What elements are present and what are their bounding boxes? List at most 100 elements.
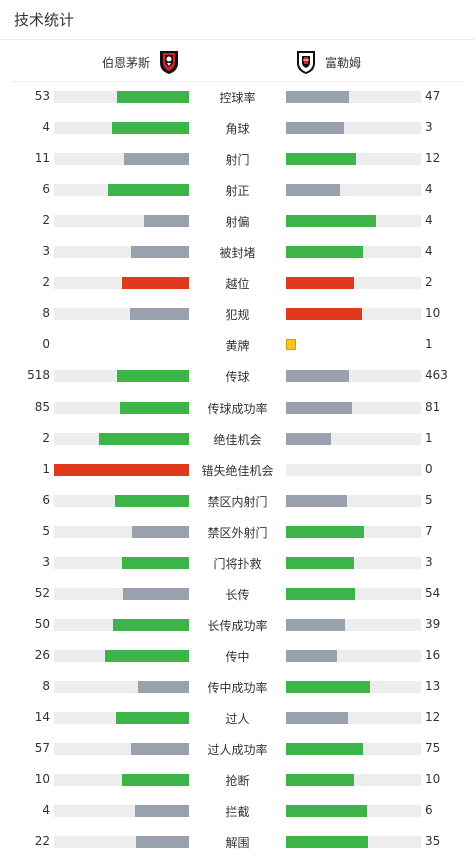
stat-row: 6 射正 4: [0, 174, 475, 205]
home-stat-bar-track: [54, 649, 189, 662]
away-stat-bar: [286, 432, 331, 445]
stat-label: 绝佳机会: [213, 432, 262, 447]
away-stat-value: 39: [425, 616, 441, 631]
home-team[interactable]: 伯恩茅斯: [102, 49, 180, 75]
home-stat-bar: [130, 246, 189, 259]
home-stat-value: 11: [34, 151, 50, 166]
stat-row: 4 拦截 6: [0, 795, 475, 826]
stat-label: 拦截: [225, 805, 250, 820]
away-stat-bar: [286, 401, 353, 414]
stat-row: 85 传球成功率 81: [0, 392, 475, 423]
away-stat-value: 13: [425, 678, 441, 693]
home-stat-bar: [114, 494, 189, 507]
away-team-name: 富勒姆: [325, 55, 362, 70]
yellow-card-icon: [286, 339, 296, 351]
away-stat-bar-track: [286, 743, 421, 756]
home-stat-bar-track: [54, 836, 189, 849]
home-stat-bar-track: [54, 370, 189, 383]
home-stat-bar: [121, 277, 189, 290]
away-stat-value: 5: [425, 492, 433, 507]
home-stat-value: 57: [34, 741, 50, 756]
away-stat-bar-track: [286, 712, 421, 724]
stat-row: 0 黄牌 1: [0, 329, 475, 360]
stat-row: 53 控球率 47: [0, 81, 475, 112]
away-stat-bar-track: [286, 587, 421, 600]
home-stat-value: 85: [34, 399, 50, 414]
stat-label: 黄牌: [225, 339, 250, 354]
home-stat-bar-track: [54, 743, 189, 756]
away-stat-bar: [286, 370, 350, 383]
away-stat-bar: [286, 246, 363, 259]
away-stat-bar: [286, 525, 365, 538]
home-stat-bar-track: [54, 246, 189, 259]
away-stat-bar: [286, 836, 369, 849]
stat-label: 传球: [225, 370, 250, 385]
home-stat-value: 518: [27, 368, 50, 383]
away-stat-bar-track: [286, 494, 421, 507]
away-stat-bar-track: [286, 153, 421, 166]
home-stat-bar-track: [54, 712, 189, 724]
away-stat-bar: [286, 587, 355, 600]
stat-row: 8 传中成功率 13: [0, 671, 475, 702]
stat-row: 2 越位 2: [0, 267, 475, 298]
home-stat-bar: [129, 308, 189, 321]
home-stat-bar-track: [54, 680, 189, 693]
stat-row: 8 犯规 10: [0, 298, 475, 329]
stat-row: 1 错失绝佳机会 0: [0, 454, 475, 485]
home-stat-bar-track: [54, 432, 189, 445]
home-stat-value: 53: [34, 89, 50, 103]
away-stat-bar-track: [286, 370, 421, 383]
home-stat-bar: [112, 122, 189, 135]
away-stat-bar-track: [286, 432, 421, 445]
stat-row: 11 射门 12: [0, 143, 475, 174]
stat-row: 6 禁区内射门 5: [0, 485, 475, 516]
away-stat-bar-track: [286, 339, 421, 351]
stat-row: 518 传球 463: [0, 360, 475, 391]
away-stat-bar: [286, 494, 347, 507]
home-stat-bar: [120, 401, 189, 414]
home-stat-bar: [122, 587, 189, 600]
home-stat-bar-track: [54, 122, 189, 135]
away-stat-bar-track: [286, 401, 421, 414]
stat-label: 犯规: [225, 308, 250, 323]
stat-label: 解围: [225, 836, 250, 851]
away-stat-bar-track: [286, 215, 421, 228]
home-stat-value: 14: [34, 710, 50, 724]
stat-row: 52 长传 54: [0, 578, 475, 609]
away-stat-bar: [286, 308, 362, 321]
home-stat-bar: [144, 215, 189, 228]
away-team[interactable]: 富勒姆: [295, 49, 361, 75]
home-stat-bar: [116, 712, 189, 724]
home-stat-bar-track: [54, 525, 189, 538]
away-stat-bar: [286, 556, 354, 569]
away-stat-value: 47: [425, 89, 441, 103]
home-stat-bar: [132, 525, 189, 538]
stat-label: 禁区外射门: [207, 525, 268, 540]
stat-row: 14 过人 12: [0, 702, 475, 733]
home-stat-value: 26: [34, 647, 50, 662]
away-stat-value: 54: [425, 585, 441, 600]
away-stat-bar: [286, 712, 349, 724]
home-team-name: 伯恩茅斯: [101, 55, 150, 70]
home-stat-bar-track: [54, 587, 189, 600]
home-stat-value: 3: [42, 554, 50, 569]
home-stat-bar: [54, 463, 189, 476]
stat-label: 抢断: [225, 774, 250, 789]
away-stat-bar: [286, 680, 370, 693]
stat-label: 长传成功率: [207, 618, 268, 633]
away-stat-bar-track: [286, 184, 421, 197]
stat-label: 射门: [225, 153, 250, 168]
away-stat-bar-track: [286, 774, 421, 787]
away-stat-value: 4: [425, 213, 433, 228]
stat-row: 57 过人成功率 75: [0, 733, 475, 764]
home-stat-bar: [135, 805, 189, 818]
away-stat-bar-track: [286, 308, 421, 321]
stat-label: 角球: [225, 122, 250, 137]
stat-row: 22 解围 35: [0, 826, 475, 857]
stat-label: 禁区内射门: [207, 494, 268, 509]
teams-header: 伯恩茅斯 富勒姆: [10, 41, 465, 82]
away-stat-value: 12: [425, 151, 441, 166]
home-stat-value: 52: [34, 585, 50, 600]
home-stat-bar: [124, 153, 189, 166]
stat-label: 门将扑救: [213, 556, 262, 571]
